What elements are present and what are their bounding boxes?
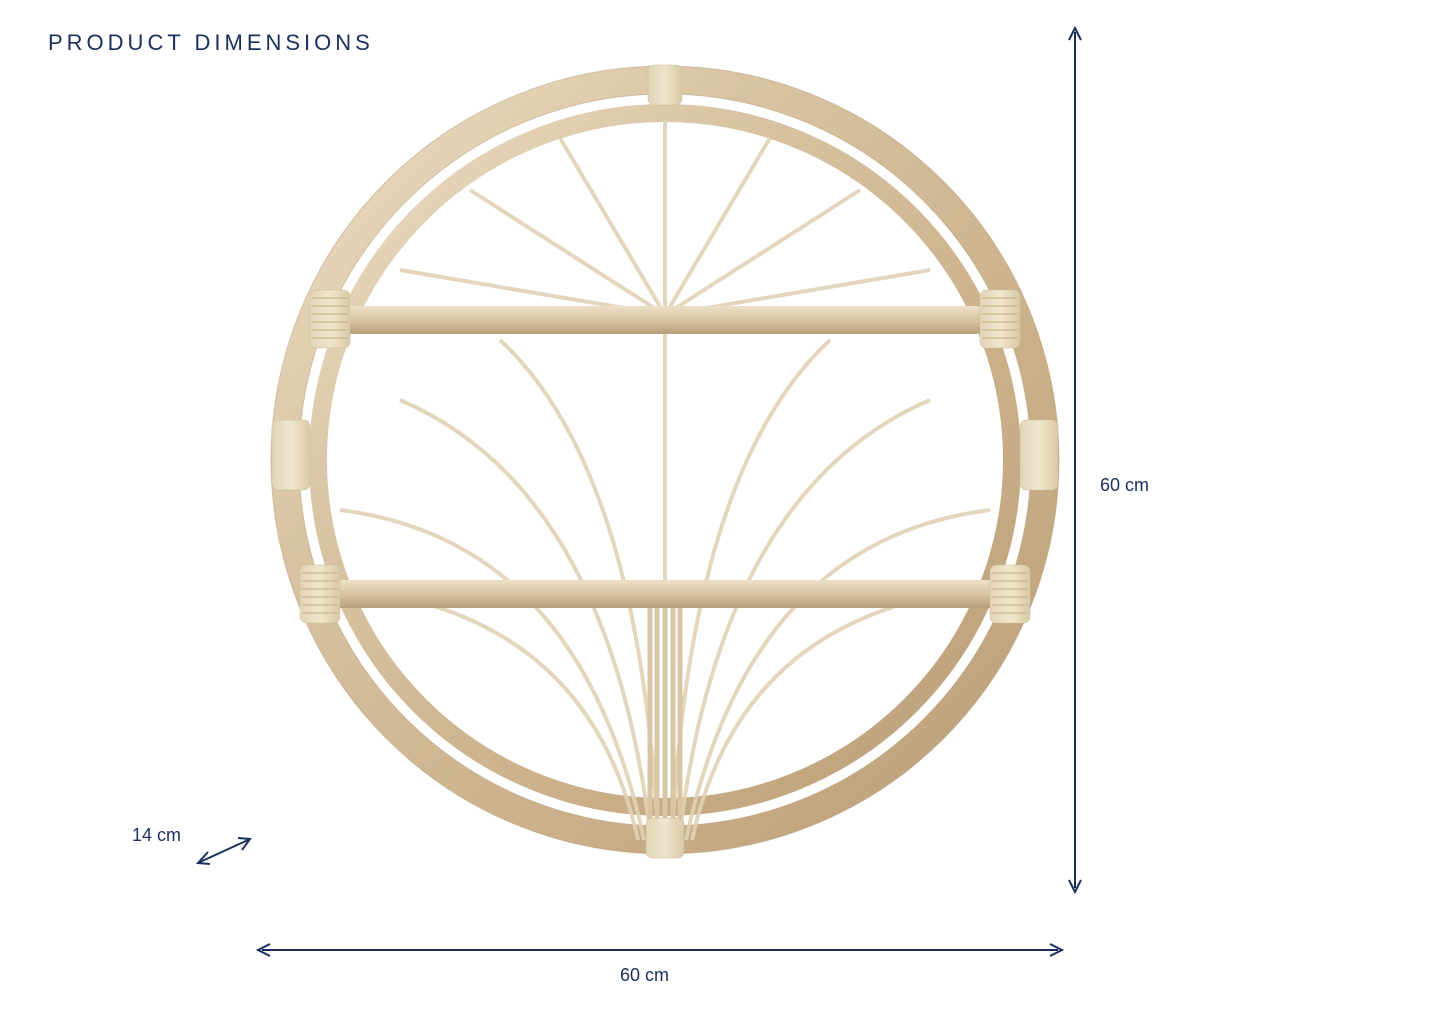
product-illustration bbox=[270, 20, 1060, 900]
height-dimension-arrow bbox=[1065, 20, 1085, 900]
depth-dimension-arrow bbox=[190, 830, 260, 874]
width-label: 60 cm bbox=[620, 965, 669, 986]
height-label: 60 cm bbox=[1100, 475, 1149, 496]
depth-label: 14 cm bbox=[132, 825, 181, 846]
width-dimension-arrow bbox=[250, 940, 1070, 960]
